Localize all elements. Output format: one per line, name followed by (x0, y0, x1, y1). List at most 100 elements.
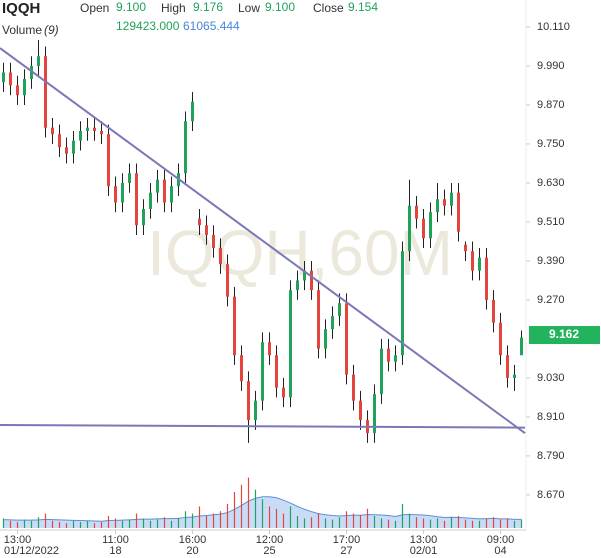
candle-body (408, 205, 411, 252)
candle-body (156, 179, 159, 193)
y-tick-label: 10.110 (537, 21, 570, 33)
y-tick-label: 9.750 (537, 138, 565, 150)
y-tick-label: 9.990 (537, 60, 565, 72)
x-tick-label: 13:00 (4, 534, 32, 546)
candle-body (324, 329, 327, 349)
x-tick-label-2: 04 (494, 545, 506, 557)
candle-body (142, 208, 145, 226)
candle-body (443, 199, 446, 206)
trendline (0, 47, 526, 434)
candle-body (44, 56, 47, 128)
candle-body (184, 121, 187, 174)
low-label: Low (238, 1, 260, 15)
candle-body (422, 218, 425, 239)
x-tick-label-2: 02/01 (410, 545, 438, 557)
candle-body (58, 134, 61, 148)
candle-body (121, 182, 124, 203)
open-label: Open (80, 1, 109, 15)
x-tick-label-2: 01/12/2022 (4, 545, 59, 557)
last-price-tag (529, 326, 600, 345)
candle-body (205, 225, 208, 235)
candle-body (149, 192, 152, 209)
candle-body (331, 316, 334, 330)
candle-body (520, 337, 523, 356)
x-tick-label: 11:00 (102, 534, 129, 546)
candle-body (65, 147, 68, 154)
candle-body (513, 374, 516, 378)
volume-label: Volume (2, 23, 42, 37)
candle-body (310, 270, 313, 291)
candle-body (9, 72, 12, 86)
x-tick-label-2: 25 (263, 545, 275, 557)
candle-body (135, 173, 138, 226)
candle-body (296, 280, 299, 291)
candle-body (359, 400, 362, 421)
candle-body (163, 179, 166, 203)
candle-body (415, 205, 418, 219)
volume-ma-line (3, 496, 522, 522)
x-tick-label: 12:00 (256, 534, 284, 546)
candle-body (373, 394, 376, 434)
candle-body (254, 400, 257, 421)
x-tick-label: 13:00 (410, 534, 438, 546)
candle-body (86, 127, 89, 131)
candle-body (212, 234, 215, 248)
candle-body (23, 78, 26, 96)
candle-body (499, 322, 502, 356)
candle-body (394, 355, 397, 362)
candle-body (478, 257, 481, 271)
x-tick-label-2: 18 (109, 545, 121, 557)
candle-body (240, 355, 243, 382)
candle-body (380, 348, 383, 395)
x-tick-label-2: 27 (340, 545, 352, 557)
candle-body (30, 65, 33, 79)
candle-body (506, 355, 509, 378)
watermark: IQQH,60M (147, 217, 453, 289)
candle-body (345, 303, 348, 375)
high-value: 9.176 (193, 0, 223, 14)
close-label: Close (313, 1, 344, 15)
y-tick-label: 9.510 (537, 216, 565, 228)
x-tick-label: 16:00 (179, 534, 207, 546)
candle-body (79, 130, 82, 141)
candle-body (464, 244, 467, 252)
candle-body (436, 199, 439, 213)
candle-body (450, 192, 453, 206)
volume-period: (9) (44, 23, 59, 37)
candle-body (282, 387, 285, 398)
volume-value: 129423.000 (116, 19, 180, 33)
candle-body (72, 140, 75, 154)
candle-body (338, 303, 341, 317)
candle-body (317, 290, 320, 349)
candle-body (492, 299, 495, 323)
y-tick-label: 9.390 (537, 255, 565, 267)
candle-body (261, 342, 264, 401)
candle-body (37, 56, 40, 66)
candle-body (401, 251, 404, 356)
y-tick-label: 9.630 (537, 177, 565, 189)
volume-ma-value: 61065.444 (183, 19, 240, 33)
candle-body (387, 348, 390, 362)
candle-body (219, 247, 222, 265)
candle-body (128, 173, 131, 183)
x-tick-label: 09:00 (487, 534, 515, 546)
candle-body (191, 101, 194, 122)
last-price-label: 9.162 (549, 327, 579, 341)
y-tick-label: 8.790 (537, 450, 565, 462)
candle-body (107, 134, 110, 187)
candle-body (471, 251, 474, 271)
candle-body (485, 257, 488, 300)
y-tick-label: 9.870 (537, 99, 565, 111)
candle-body (457, 192, 460, 232)
y-tick-label: 9.030 (537, 372, 565, 384)
candle-body (303, 270, 306, 281)
candle-body (352, 374, 355, 401)
candle-body (226, 264, 229, 297)
y-tick-label: 8.910 (537, 411, 565, 423)
candle-body (289, 290, 292, 398)
high-label: High (161, 1, 186, 15)
candle-body (268, 342, 271, 356)
candle-body (198, 218, 201, 226)
candle-body (247, 381, 250, 421)
